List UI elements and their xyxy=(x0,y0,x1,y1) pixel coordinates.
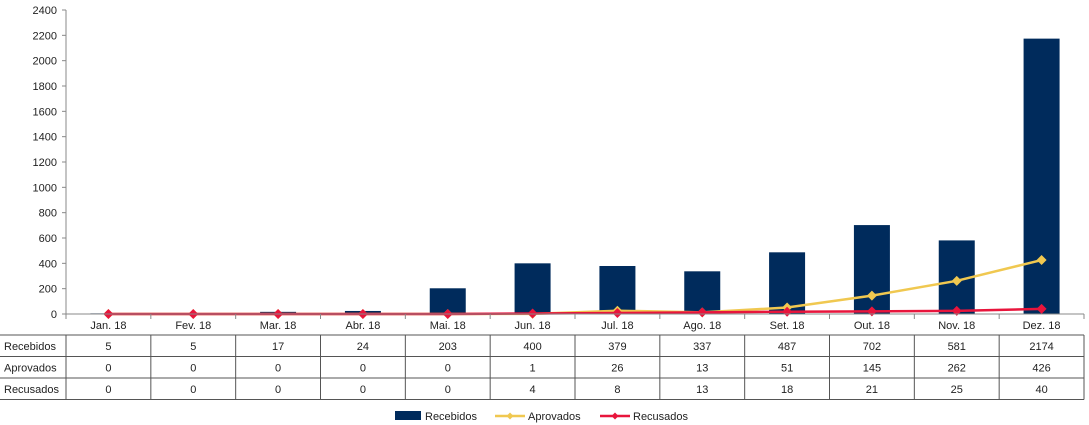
table-cell: 24 xyxy=(357,341,369,353)
x-tick-label: Abr. 18 xyxy=(345,320,380,332)
y-tick-label: 1200 xyxy=(33,157,57,169)
bar-recebidos xyxy=(853,225,890,314)
y-tick-label: 600 xyxy=(39,233,57,245)
table-cell: 379 xyxy=(608,341,626,353)
legend-marker-recusados xyxy=(611,412,619,420)
point-aprovados xyxy=(1036,255,1047,266)
y-tick-label: 2400 xyxy=(33,5,57,17)
table-cell: 0 xyxy=(360,384,366,396)
y-tick-label: 1800 xyxy=(33,81,57,93)
table-cell: 400 xyxy=(523,341,541,353)
legend-label-recebidos: Recebidos xyxy=(425,411,477,423)
table-cell: 0 xyxy=(360,363,366,375)
legend: Recebidos Aprovados Recusados xyxy=(395,411,689,423)
x-tick-label: Set. 18 xyxy=(770,320,805,332)
x-tick-label: Dez. 18 xyxy=(1023,320,1061,332)
table-cell: 5 xyxy=(190,341,196,353)
y-tick-label: 200 xyxy=(39,284,57,296)
table-cell: 51 xyxy=(781,363,793,375)
point-recusados xyxy=(612,307,623,318)
table-cell: 13 xyxy=(696,384,708,396)
table-row-label: Recebidos xyxy=(4,341,56,353)
table-cell: 1 xyxy=(530,363,536,375)
table-row-label: Recusados xyxy=(4,384,60,396)
table-cell: 40 xyxy=(1035,384,1047,396)
lines-layer xyxy=(103,255,1047,319)
table-cell: 5 xyxy=(105,341,111,353)
table-row-label: Aprovados xyxy=(4,363,57,375)
table-cell: 0 xyxy=(105,384,111,396)
table-cell: 262 xyxy=(948,363,966,375)
point-recusados xyxy=(951,305,962,316)
legend-swatch-recebidos xyxy=(395,411,421,420)
table-cell: 702 xyxy=(863,341,881,353)
x-tick-label: Jan. 18 xyxy=(90,320,126,332)
table-cell: 8 xyxy=(614,384,620,396)
legend-label-aprovados: Aprovados xyxy=(528,411,581,423)
data-table: Jan. 18 Fev. 18 Mar. 18 Abr. 18 Mai. 18 Jun. … xyxy=(0,313,1085,400)
table-cell: 25 xyxy=(951,384,963,396)
table-cell: 0 xyxy=(190,384,196,396)
point-aprovados xyxy=(866,290,877,301)
y-tick-label: 2000 xyxy=(33,56,57,68)
table-cell: 203 xyxy=(439,341,457,353)
table-cell: 0 xyxy=(190,363,196,375)
bar-recebidos xyxy=(1023,38,1060,314)
table-cell: 18 xyxy=(781,384,793,396)
x-tick-label: Out. 18 xyxy=(854,320,890,332)
line-aprovados xyxy=(108,258,1042,316)
table-cell: 0 xyxy=(275,363,281,375)
table-cell: 0 xyxy=(445,363,451,375)
bar-recebidos xyxy=(514,263,551,314)
y-tick-label: 800 xyxy=(39,208,57,220)
y-tick-label: 400 xyxy=(39,258,57,270)
table-cell: 2174 xyxy=(1029,341,1053,353)
point-recusados xyxy=(527,308,538,319)
table-cell: 426 xyxy=(1032,363,1050,375)
x-tick-label: Nov. 18 xyxy=(938,320,975,332)
table-cell: 0 xyxy=(105,363,111,375)
y-tick-label: 1000 xyxy=(33,182,57,194)
table-cell: 145 xyxy=(863,363,881,375)
y-axis: 0 200 400 600 800 1000 1200 1400 1600 1800 2000 220… xyxy=(33,5,67,321)
x-tick-label: Ago. 18 xyxy=(683,320,721,332)
y-tick-label: 1400 xyxy=(33,132,57,144)
table-cell: 337 xyxy=(693,341,711,353)
table-cell: 13 xyxy=(696,363,708,375)
bar-recebidos xyxy=(684,271,721,314)
point-recusados xyxy=(697,307,708,318)
point-recusados xyxy=(1036,303,1047,314)
table-cell: 17 xyxy=(272,341,284,353)
legend-marker-aprovados xyxy=(506,412,514,420)
table-cell: 21 xyxy=(866,384,878,396)
table-cell: 26 xyxy=(611,363,623,375)
bars-layer xyxy=(90,38,1060,314)
table-cell: 0 xyxy=(275,384,281,396)
table-cell: 4 xyxy=(530,384,536,396)
x-tick-label: Jun. 18 xyxy=(515,320,551,332)
point-aprovados xyxy=(951,275,962,286)
x-tick-label: Fev. 18 xyxy=(175,320,211,332)
table-cell: 581 xyxy=(948,341,966,353)
y-tick-label: 0 xyxy=(51,309,57,321)
legend-label-recusados: Recusados xyxy=(633,411,689,423)
x-tick-label: Mar. 18 xyxy=(260,320,297,332)
y-tick-label: 2200 xyxy=(33,30,57,42)
x-tick-label: Jul. 18 xyxy=(601,320,633,332)
table-cell: 487 xyxy=(778,341,796,353)
y-tick-label: 1600 xyxy=(33,106,57,118)
table-cell: 0 xyxy=(445,384,451,396)
x-tick-label: Mai. 18 xyxy=(430,320,466,332)
